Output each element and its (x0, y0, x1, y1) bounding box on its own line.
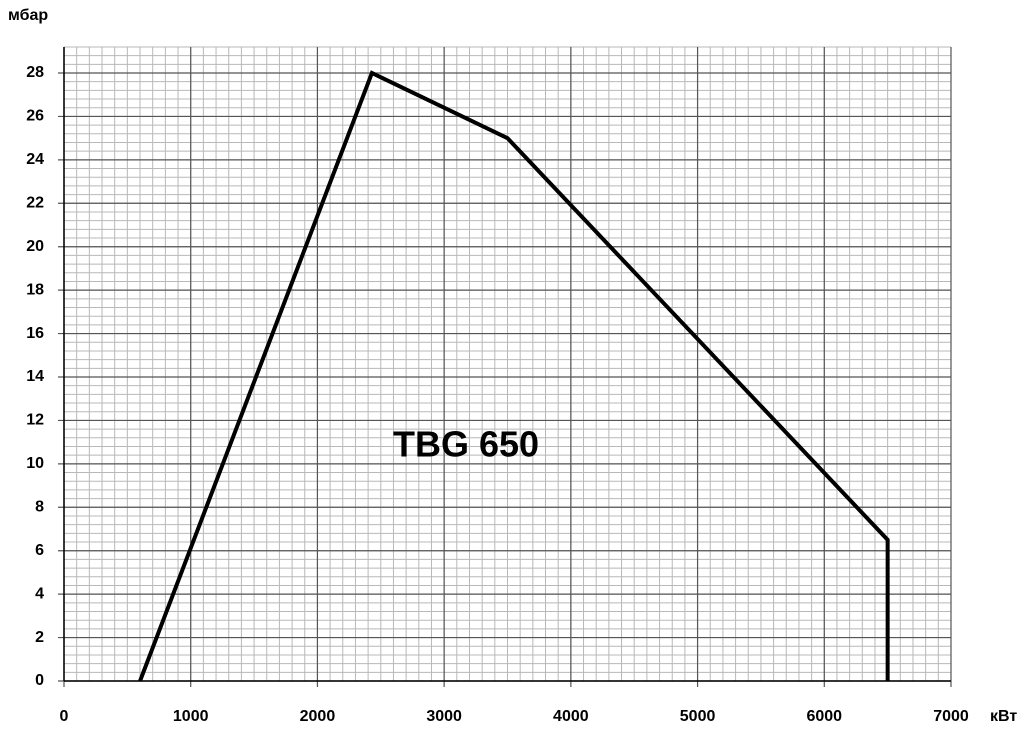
y-tick-label: 22 (26, 195, 44, 212)
x-tick-label: 3000 (426, 708, 462, 725)
y-axis-label: мбар (8, 7, 48, 24)
y-tick-label: 14 (26, 368, 44, 385)
x-tick-label: 6000 (806, 708, 842, 725)
x-tick-label: 0 (60, 708, 69, 725)
x-tick-label: 5000 (680, 708, 716, 725)
y-tick-label: 28 (26, 64, 44, 81)
y-tick-label: 18 (26, 281, 44, 298)
y-tick-label: 20 (26, 238, 44, 255)
y-tick-label: 10 (26, 455, 44, 472)
y-tick-label: 24 (26, 151, 44, 168)
x-tick-label: 2000 (300, 708, 336, 725)
x-tick-label: 1000 (173, 708, 209, 725)
y-tick-label: 16 (26, 325, 44, 342)
y-tick-label: 4 (35, 585, 44, 602)
y-tick-label: 12 (26, 412, 44, 429)
data-line (138, 70, 890, 682)
x-tick-label: 4000 (553, 708, 589, 725)
x-axis-label: кВт (990, 708, 1017, 725)
y-tick-label: 8 (35, 499, 44, 516)
y-tick-label: 0 (35, 672, 44, 689)
annotation: TBG 650 (393, 424, 539, 465)
y-tick-label: 2 (35, 629, 44, 646)
y-tick-label: 6 (35, 542, 44, 559)
x-tick-label: 7000 (933, 708, 969, 725)
y-tick-label: 26 (26, 108, 44, 125)
